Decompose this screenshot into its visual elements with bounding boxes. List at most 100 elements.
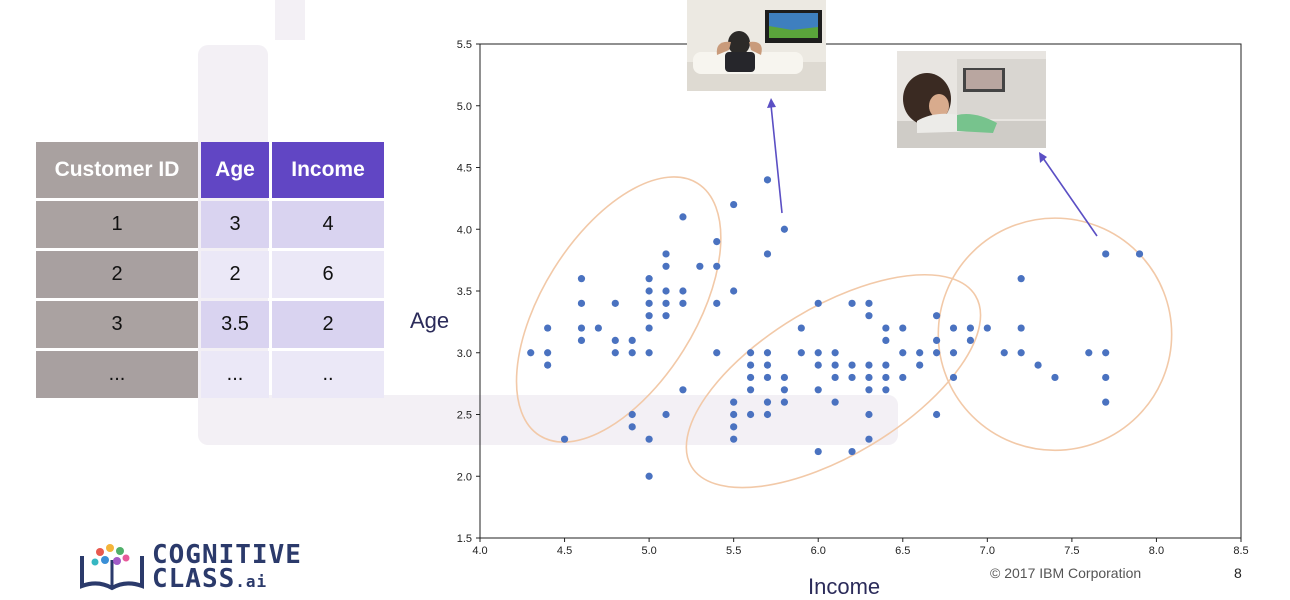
data-point	[848, 373, 856, 382]
data-point	[882, 336, 890, 344]
data-point	[628, 410, 636, 419]
cell-customer-id: ...	[36, 351, 198, 398]
data-point	[713, 262, 721, 270]
logo-suffix: .ai	[235, 572, 268, 591]
data-point	[628, 349, 636, 357]
data-point	[848, 447, 856, 456]
data-point	[645, 324, 653, 332]
data-point	[865, 361, 873, 369]
header-age: Age	[201, 142, 269, 198]
arrow-line	[770, 104, 783, 214]
data-point	[577, 324, 586, 332]
data-point	[831, 398, 839, 406]
cell-age: 2	[201, 251, 269, 298]
data-point	[1017, 349, 1025, 357]
data-point	[814, 299, 822, 307]
x-tick-label: 4.5	[557, 545, 572, 557]
data-point	[679, 386, 687, 394]
data-point	[763, 250, 772, 258]
data-point	[1017, 275, 1025, 283]
data-point	[662, 410, 670, 419]
cognitive-class-logo-text: COGNITIVE CLASS.ai	[152, 540, 302, 594]
data-point	[679, 287, 687, 295]
data-point	[1017, 324, 1025, 332]
data-point	[1000, 349, 1008, 357]
data-point	[662, 287, 670, 295]
cell-age: 3	[201, 201, 269, 248]
table-row: ... ... ..	[36, 351, 384, 398]
data-point	[611, 299, 619, 307]
page-number: 8	[1234, 565, 1242, 581]
data-point	[679, 299, 687, 307]
cognitive-class-logo-icon	[78, 540, 148, 597]
x-tick-label: 7.0	[980, 545, 995, 557]
x-tick-label: 5.0	[641, 545, 656, 557]
copyright-text: © 2017 IBM Corporation	[990, 565, 1142, 581]
data-point	[780, 398, 789, 406]
data-point	[865, 410, 873, 419]
data-point	[730, 200, 738, 209]
data-point	[679, 213, 687, 221]
y-tick-label: 3.5	[457, 286, 472, 298]
data-point	[611, 336, 619, 344]
y-tick-label: 5.5	[457, 39, 472, 51]
man-watching-tv-image	[687, 0, 826, 91]
data-points	[527, 176, 1144, 480]
data-point	[933, 312, 941, 320]
logo-line1: COGNITIVE	[152, 540, 302, 570]
data-point	[933, 336, 941, 344]
y-tick-label: 2.5	[457, 410, 472, 422]
y-axis-ticks: 1.5 2.0 2.5 3.0 3.5 4.0 4.5 5.0 5.5	[457, 39, 480, 545]
woman-watching-tv-image	[897, 51, 1046, 148]
x-tick-label: 8.5	[1233, 545, 1248, 557]
data-point	[645, 472, 653, 480]
annotation-arrows	[767, 98, 1098, 237]
x-tick-label: 5.5	[726, 545, 741, 557]
data-point	[865, 435, 873, 443]
data-point	[645, 275, 653, 283]
data-point	[560, 435, 569, 443]
data-point	[831, 373, 839, 382]
plot-frame	[479, 43, 1242, 539]
data-point	[814, 361, 822, 369]
data-point	[1085, 349, 1093, 357]
data-point	[797, 324, 805, 332]
arrow-head	[1039, 152, 1047, 163]
data-point	[662, 262, 670, 270]
y-tick-label: 3.0	[457, 348, 472, 360]
data-point	[594, 324, 602, 332]
x-axis-ticks: 4.0 4.5 5.0 5.5 6.0 6.5 7.0 7.5 8.0 8.5	[472, 538, 1249, 557]
data-point	[645, 312, 653, 320]
header-customer-id: Customer ID	[36, 142, 198, 198]
data-point	[865, 312, 873, 320]
data-point	[814, 447, 822, 456]
table-row: 1 3 4	[36, 201, 384, 248]
data-point	[882, 386, 890, 394]
data-point	[916, 349, 924, 357]
data-point	[645, 287, 653, 295]
data-point	[713, 238, 721, 246]
cell-customer-id: 3	[36, 301, 198, 348]
data-point	[831, 349, 839, 357]
data-point	[544, 349, 552, 357]
data-point	[848, 361, 856, 369]
data-point	[899, 349, 907, 357]
data-point	[1034, 361, 1042, 369]
data-point	[628, 336, 636, 344]
data-point	[730, 398, 738, 406]
data-point	[814, 349, 822, 357]
cell-age: 3.5	[201, 301, 269, 348]
x-tick-label: 6.5	[895, 545, 910, 557]
data-point	[1135, 250, 1144, 258]
data-point	[899, 373, 907, 382]
data-point	[780, 386, 789, 394]
data-point	[763, 410, 772, 419]
data-point	[1102, 349, 1110, 357]
x-axis-label: Income	[808, 574, 881, 599]
data-point	[763, 361, 772, 369]
table-row: 3 3.5 2	[36, 301, 384, 348]
data-point	[983, 324, 991, 332]
header-income: Income	[272, 142, 384, 198]
data-point	[949, 373, 958, 382]
